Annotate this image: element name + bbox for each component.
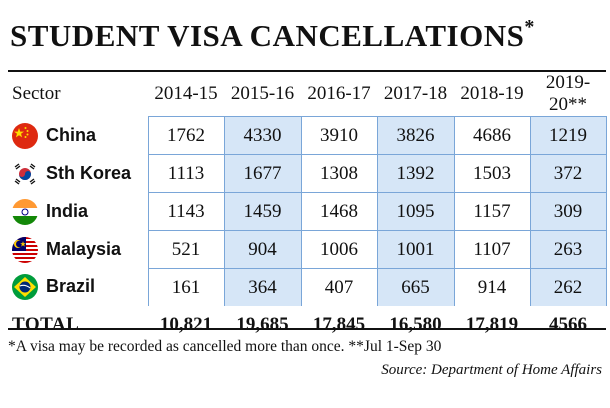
- row-label: Brazil: [8, 269, 148, 307]
- column-header: 2017-18: [383, 83, 448, 104]
- source-note: Source: Department of Home Affairs: [381, 362, 602, 378]
- table-cell: 1095: [376, 192, 454, 231]
- row-label: Malaysia: [8, 231, 148, 269]
- table-row: China 1762 4330 3910 3826 4686 1219: [8, 116, 607, 155]
- south-korea-flag-icon: [12, 160, 38, 187]
- table-row: Malaysia 521 904 1006 1001 1107 263: [8, 230, 607, 269]
- table-cell: 1503: [453, 154, 530, 193]
- table-cell: 1677: [223, 154, 301, 193]
- table-cell: 4686: [453, 116, 530, 155]
- table-cell: 309: [529, 192, 607, 231]
- table-cell: 1143: [147, 192, 224, 231]
- table-cell: 407: [300, 268, 377, 306]
- table-cell: 1219: [529, 116, 607, 155]
- header-row: Sector 2014-15 2015-16 2016-17 2017-18 2…: [8, 72, 606, 117]
- table-cell: 3826: [376, 116, 454, 155]
- table-cell: 1459: [223, 192, 301, 231]
- table-cell: 1107: [453, 230, 530, 269]
- total-cell: 4566: [549, 314, 587, 335]
- row-label: China: [8, 117, 148, 155]
- malaysia-flag-icon: [12, 236, 38, 263]
- top-rule: [8, 70, 606, 72]
- table-cell: 1762: [147, 116, 224, 155]
- table-row: Brazil 161 364 407 665 914 262: [8, 268, 607, 307]
- table-cell: 1468: [300, 192, 377, 231]
- table-row: India 1143 1459 1468 1095 1157 309: [8, 192, 607, 231]
- table-cell: 3910: [300, 116, 377, 155]
- row-label: Sth Korea: [8, 155, 148, 193]
- table-cell: 914: [453, 268, 530, 306]
- column-header: 2015-16: [230, 83, 295, 104]
- bottom-rule: [8, 328, 606, 330]
- table-cell: 372: [529, 154, 607, 193]
- india-flag-icon: [12, 198, 38, 225]
- column-header: 2019-20**: [545, 72, 591, 115]
- visa-table: Sector 2014-15 2015-16 2016-17 2017-18 2…: [8, 72, 607, 344]
- table-cell: 521: [147, 230, 224, 269]
- table-cell: 1157: [453, 192, 530, 231]
- table-cell: 1001: [376, 230, 454, 269]
- table-row: Sth Korea 1113 1677 1308 1392 1503 372: [8, 154, 607, 193]
- china-flag-icon: [12, 122, 38, 149]
- table-cell: 161: [147, 268, 224, 306]
- table-cell: 4330: [223, 116, 301, 155]
- row-label: India: [8, 193, 148, 231]
- table-cell: 1308: [300, 154, 377, 193]
- table-cell: 904: [223, 230, 301, 269]
- column-header: 2014-15: [154, 83, 218, 104]
- column-header: Sector: [12, 83, 61, 105]
- table-cell: 364: [223, 268, 301, 306]
- table-cell: 1392: [376, 154, 454, 193]
- chart-title: STUDENT VISA CANCELLATIONS*: [10, 16, 535, 53]
- table-cell: 1113: [147, 154, 224, 193]
- total-cell: 17,819: [465, 314, 519, 335]
- table-cell: 263: [529, 230, 607, 269]
- table-cell: 665: [376, 268, 454, 306]
- column-header: 2018-19: [460, 83, 524, 104]
- table-cell: 262: [529, 268, 607, 306]
- brazil-flag-icon: [12, 274, 38, 301]
- footnote: *A visa may be recorded as cancelled mor…: [8, 338, 442, 355]
- table-cell: 1006: [300, 230, 377, 269]
- column-header: 2016-17: [307, 83, 371, 104]
